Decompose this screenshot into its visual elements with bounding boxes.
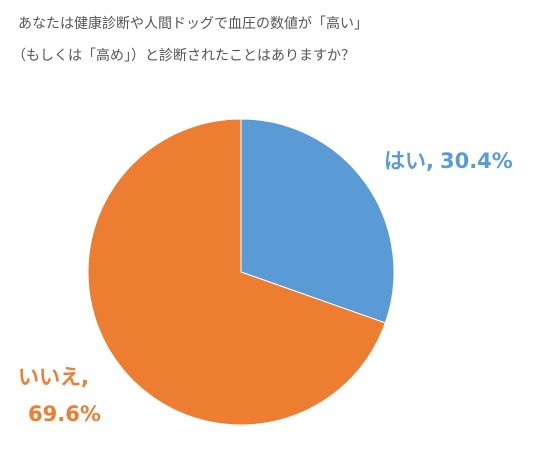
data-label: はい, 30.4% [384,149,513,173]
value-label: 30.4% [440,149,513,173]
chart-title: （もしくは「高め」）と診断されたことはありますか？ [12,47,355,64]
value-label: 69.6% [28,402,101,426]
category-label: はい, [384,149,434,173]
pie-slice [240,118,395,324]
category-label: いいえ, [18,365,89,389]
chart-title: あなたは健康診断や人間ドッグで血圧の数値が「高い」 [18,15,368,32]
pie-slice [87,118,386,426]
